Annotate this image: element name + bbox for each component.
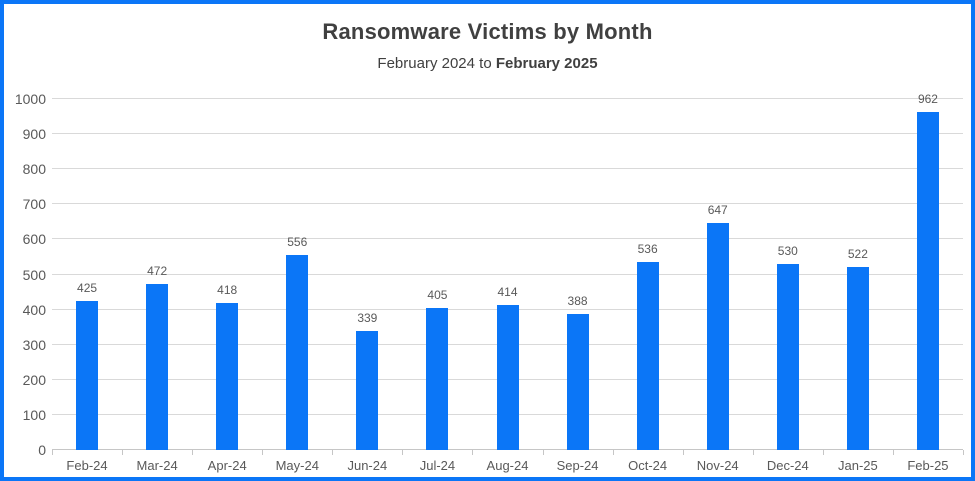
gridline [52,98,963,99]
x-axis-tick-label: Feb-25 [907,458,949,473]
y-axis-tick-label: 800 [22,161,46,178]
x-axis-tick-label: Mar-24 [136,458,178,473]
x-axis-tick-label: Jul-24 [419,458,456,473]
bar-value-label: 472 [147,264,168,279]
bar-value-label: 647 [707,202,728,217]
x-axis-tick-mark [612,450,614,455]
bar-Apr-24 [216,303,239,450]
chart-subtitle: February 2024 to February 2025 [4,55,971,72]
bar-value-label: 425 [77,280,98,295]
bar-Oct-24 [636,261,659,450]
x-axis-tick-mark [262,450,264,455]
x-axis-tick-mark [192,450,194,455]
x-axis-tick-label: Nov-24 [696,458,739,473]
bar-value-label: 405 [427,287,448,302]
bar-Sep-24 [566,313,589,450]
x-axis-tick-mark [402,450,404,455]
bar-Feb-24 [76,300,99,450]
x-axis-tick-label: Aug-24 [486,458,529,473]
y-axis-tick-label: 300 [22,336,46,353]
bar-value-label: 522 [847,246,868,261]
bar-value-label: 418 [217,283,238,298]
bar-value-label: 414 [497,284,518,299]
bar-value-label: 962 [917,92,938,107]
y-axis-tick-label: 900 [22,126,46,143]
x-axis-tick-mark [122,450,124,455]
y-axis-tick-label: 600 [22,231,46,248]
gridline [52,168,963,170]
bar-value-label: 530 [777,243,798,258]
chart-subtitle-regular: February 2024 to [377,55,496,72]
bar-Jan-25 [846,266,869,450]
y-axis-tick-label: 700 [22,196,46,213]
chart-title: Ransomware Victims by Month [322,19,653,44]
bar-value-label: 556 [287,234,308,249]
y-axis-tick-label: 500 [22,266,46,283]
bar-Mar-24 [146,284,169,450]
x-axis-tick-mark [472,450,474,455]
x-axis-tick-label: Jun-24 [347,458,388,473]
bar-May-24 [286,254,309,450]
y-axis-tick-label: 0 [38,442,46,458]
gridline [52,273,963,275]
bar-value-label: 388 [567,293,588,308]
x-axis-tick-mark [542,450,544,455]
gridline [52,238,963,240]
x-axis-tick-mark [52,450,53,455]
y-axis-labels: 0 100 200 300 400 500 600 700 800 900 1000 [4,92,46,457]
bar-Dec-24 [776,263,799,450]
x-axis-tick-label: Dec-24 [766,458,809,473]
bar-Nov-24 [706,222,729,450]
x-axis-tick-mark [752,450,754,455]
x-axis-tick-label: May-24 [275,458,319,473]
x-axis-tick-mark [892,450,894,455]
gridline [52,133,963,135]
bar-Jul-24 [426,307,449,450]
chart-subtitle-bold: February 2025 [495,55,598,72]
x-axis-tick-label: Jan-25 [838,458,878,473]
x-axis-tick-label: Oct-24 [628,458,668,473]
x-axis-tick-mark [332,450,334,455]
x-axis-tick-label: Feb-24 [66,458,108,473]
gridline [52,203,963,205]
y-axis-tick-label: 1000 [14,91,46,107]
y-axis-tick-label: 200 [22,371,46,388]
x-axis-tick-mark [682,450,684,455]
y-axis-tick-label: 100 [22,406,46,423]
bar-Aug-24 [496,304,519,450]
x-axis-tick-mark [963,450,964,455]
bar-value-label: 536 [637,241,658,256]
y-axis-tick-label: 400 [22,301,46,318]
x-axis-tick-label: Sep-24 [556,458,599,473]
x-axis-tick-mark [822,450,824,455]
x-axis-tick-label: Apr-24 [207,458,247,473]
bar-Jun-24 [356,331,379,450]
bar-value-label: 339 [357,311,378,326]
x-axis-labels: Feb-24 Mar-24 Apr-24 May-24 Jun-24 Jul-24 Aug-… [52,456,963,474]
plot-area: 425 472 418 556 339 405 414 388 536 647 530 522 962 [52,92,964,455]
bar-Feb-25 [916,112,939,450]
